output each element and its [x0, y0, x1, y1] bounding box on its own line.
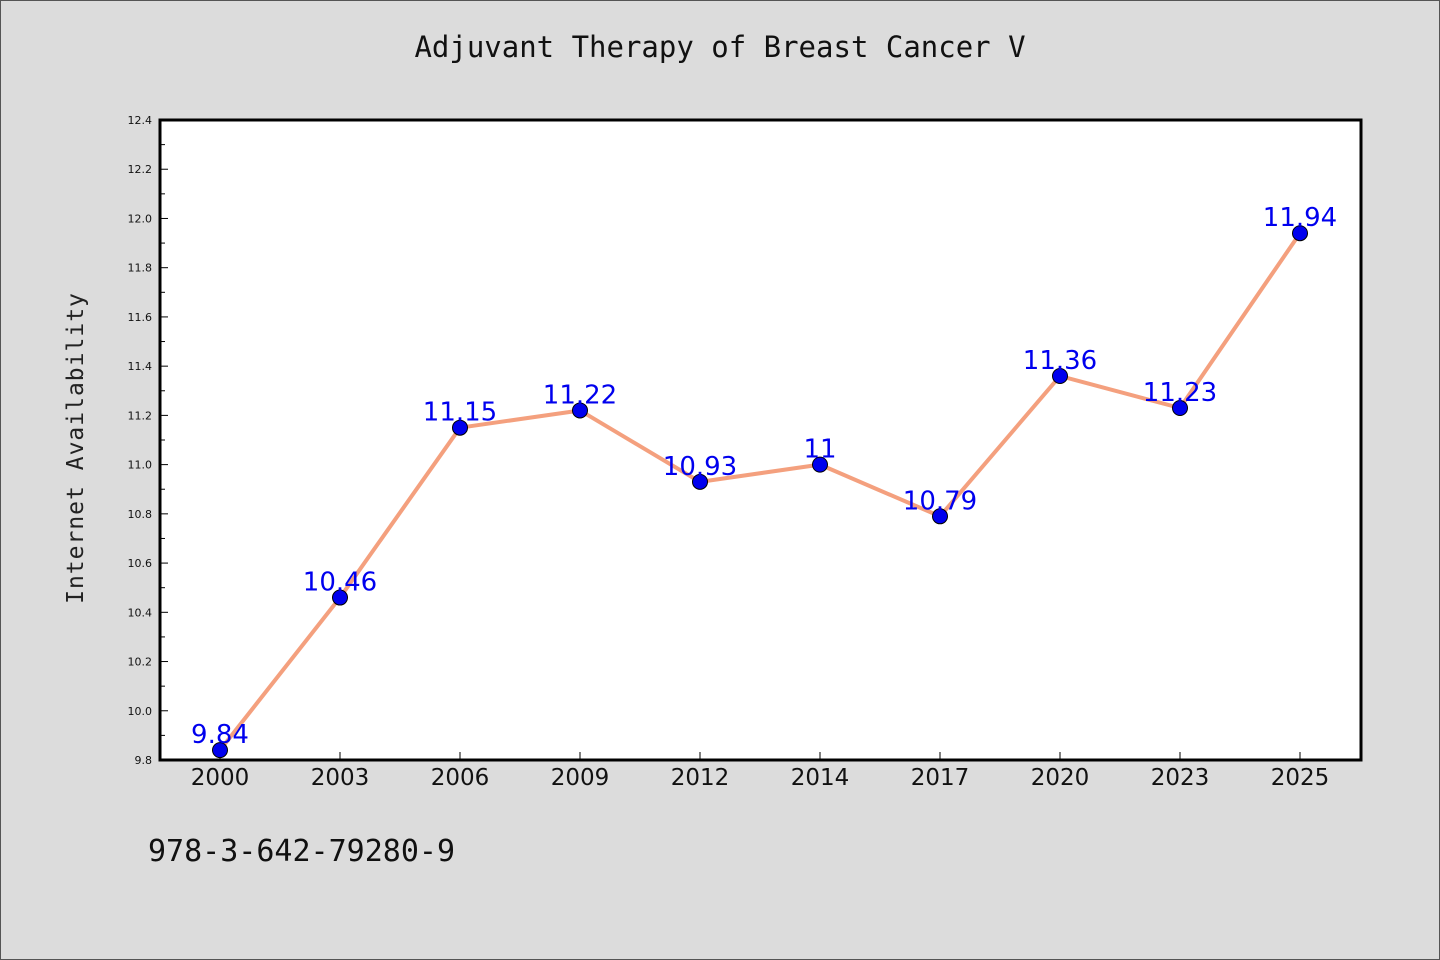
y-tick-label: 9.8 — [135, 754, 153, 767]
y-tick-label: 11.0 — [128, 459, 153, 472]
x-tick-label: 2006 — [431, 765, 490, 791]
x-tick-label: 2014 — [791, 765, 850, 791]
data-point — [1172, 400, 1188, 416]
x-axis: 2000 2003 2006 2009 2012 2014 2017 2020 2023 2025 — [191, 752, 1330, 791]
y-tick-label: 10.0 — [128, 705, 153, 718]
y-tick-label: 10.8 — [128, 508, 153, 521]
x-tick-label: 2023 — [1151, 765, 1210, 791]
data-point — [812, 456, 828, 473]
y-tick-label: 10.2 — [128, 656, 153, 669]
x-tick-label: 2025 — [1271, 765, 1330, 791]
y-tick-label: 11.2 — [128, 409, 153, 422]
data-label: 10.93 — [663, 452, 737, 482]
y-tick-label: 12.2 — [128, 163, 153, 176]
data-point — [572, 402, 588, 419]
footer-code: 978-3-642-79280-9 — [148, 834, 456, 869]
plot-area — [160, 120, 1361, 760]
x-tick-label: 2012 — [671, 765, 730, 791]
data-point — [1292, 225, 1308, 242]
y-tick-label: 10.4 — [128, 606, 153, 619]
data-labels: 9.84 10.46 11.15 11.22 10.93 11 10.79 11.36 11.2… — [191, 203, 1337, 750]
data-point — [332, 589, 348, 606]
plot-border — [158, 118, 1363, 762]
data-point — [452, 419, 468, 436]
y-tick-label: 11.6 — [128, 311, 153, 324]
series-line — [218, 231, 1302, 753]
data-label: 10.79 — [903, 486, 977, 516]
data-markers — [212, 225, 1308, 759]
data-label: 11.15 — [423, 398, 497, 428]
data-label: 9.84 — [191, 720, 249, 750]
y-tick-label: 10.6 — [128, 557, 153, 570]
x-tick-label: 2009 — [551, 765, 610, 791]
data-point — [692, 473, 708, 490]
data-label: 11.36 — [1023, 346, 1097, 376]
y-axis: 9.8 10.0 10.2 10.4 10.6 10.8 11.0 11.2 11.4 11.6 1… — [128, 114, 168, 767]
data-point — [1052, 368, 1068, 384]
data-label: 10.46 — [303, 568, 377, 598]
y-tick-label: 11.8 — [128, 262, 153, 275]
y-tick-label: 12.4 — [128, 114, 153, 127]
y-tick-label: 11.4 — [128, 360, 153, 373]
y-tick-label: 12.0 — [128, 212, 153, 225]
x-tick-label: 2017 — [911, 765, 970, 791]
chart-title: Adjuvant Therapy of Breast Cancer V — [414, 30, 1026, 64]
data-point — [932, 508, 948, 525]
x-tick-label: 2020 — [1031, 765, 1090, 791]
x-tick-label: 2000 — [191, 765, 250, 791]
x-tick-label: 2003 — [311, 765, 370, 791]
data-label: 11.23 — [1143, 378, 1217, 408]
data-label: 11 — [803, 435, 836, 465]
data-point — [212, 742, 228, 759]
data-label: 11.94 — [1263, 203, 1337, 233]
data-label: 11.22 — [543, 380, 617, 410]
